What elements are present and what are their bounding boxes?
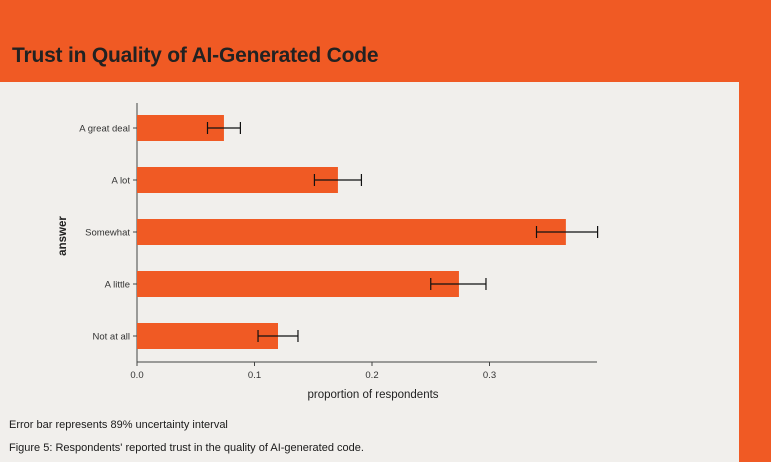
x-axis-title: proportion of respondents <box>307 389 438 401</box>
x-tick-label-0: 0.0 <box>130 370 143 381</box>
y-tick-label-4: Not at all <box>93 332 131 343</box>
y-tick-label-1: A lot <box>112 176 131 187</box>
x-tick-label-1: 0.1 <box>248 370 261 381</box>
y-tick-label-2: Somewhat <box>85 228 130 239</box>
y-tick-label-3: A little <box>105 280 130 291</box>
bar-1 <box>137 167 338 193</box>
error-bar-note: Error bar represents 89% uncertainty int… <box>9 419 228 431</box>
figure-caption: Figure 5: Respondents' reported trust in… <box>9 442 364 454</box>
bar-4 <box>137 323 278 349</box>
bar-2 <box>137 219 566 245</box>
x-tick-label-3: 0.3 <box>483 370 496 381</box>
page-title: Trust in Quality of AI-Generated Code <box>12 44 379 67</box>
bar-3 <box>137 271 459 297</box>
y-tick-label-0: A great deal <box>79 124 130 135</box>
y-axis-title: answer <box>57 216 69 256</box>
x-tick-label-2: 0.2 <box>365 370 378 381</box>
